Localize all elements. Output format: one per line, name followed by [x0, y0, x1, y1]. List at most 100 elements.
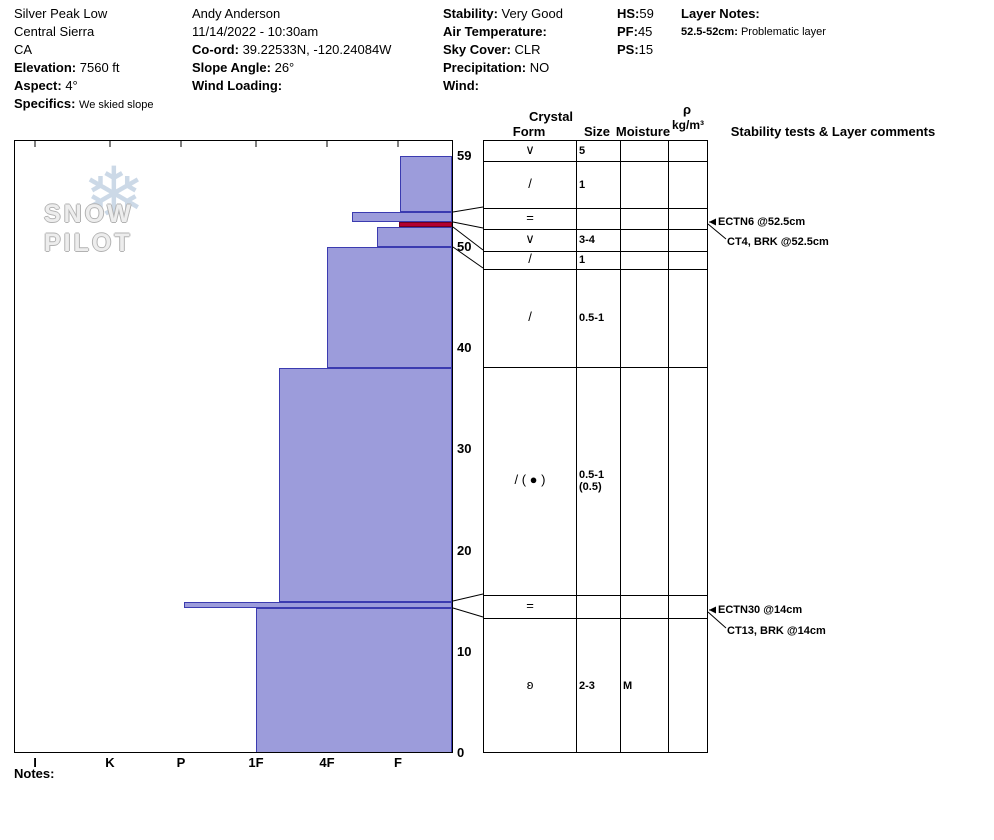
- header-col-snow-heights: HS:59 PF:45 PS:15: [617, 5, 654, 59]
- pf-row: PF:45: [617, 23, 654, 41]
- snow-layer-bar: [352, 211, 452, 222]
- depth-tick-label: 0: [457, 745, 465, 760]
- precipitation-label: Precipitation:: [443, 60, 527, 75]
- crystal-size-value: 0.5-1 (0.5): [579, 469, 605, 493]
- air-temp-row: Air Temperature:: [443, 23, 563, 41]
- moisture-column-header: Moisture: [615, 124, 671, 139]
- crystal-form-symbol: / ( ● ): [514, 472, 546, 487]
- layer-note-depth: 52.5-52cm:: [681, 26, 738, 38]
- depth-tick-label: 10: [457, 643, 472, 659]
- hardness-tick-label: P: [176, 755, 186, 770]
- grain-table: ∨ 5 / 1 = ∨ 3-4 / 1 / 0.5-1 / ( ● ) 0.5-1 (0.5) = ʚ 2-3…: [483, 140, 708, 753]
- specifics-row: Specifics: We skied slope: [14, 95, 153, 114]
- snowflake-icon: ❄: [82, 153, 146, 238]
- snow-layer-bar: [400, 155, 452, 212]
- hardness-profile-plot: [14, 140, 453, 753]
- pf-value: 45: [637, 24, 653, 39]
- layer-notes-label: Layer Notes:: [681, 6, 760, 21]
- elevation-label: Elevation:: [14, 60, 77, 75]
- wind-loading-label: Wind Loading:: [192, 78, 283, 93]
- sky-cover-row: Sky Cover: CLR: [443, 41, 563, 59]
- coord-label: Co-ord:: [192, 42, 239, 57]
- ps-row: PS:15: [617, 41, 654, 59]
- specifics-label: Specifics:: [14, 96, 76, 111]
- specifics-value: We skied slope: [79, 99, 154, 111]
- crystal-size-value: 1: [579, 254, 586, 266]
- header-col-location: Silver Peak Low Central Sierra CA Elevat…: [14, 5, 153, 114]
- crystal-size-value: 3-4: [579, 234, 595, 246]
- stability-row: Stability: Very Good: [443, 5, 563, 23]
- stability-test-annotation: CT13, BRK @14cm: [727, 625, 826, 637]
- depth-tick-label: 30: [457, 441, 472, 457]
- stability-test-annotation: CT4, BRK @52.5cm: [727, 236, 829, 248]
- pit-state: CA: [14, 42, 33, 57]
- pf-label: PF:: [617, 24, 638, 39]
- crystal-form-symbol: ʚ: [526, 676, 534, 692]
- grain-row-divider: [484, 618, 707, 619]
- crystal-form-symbol: ∨: [525, 231, 535, 246]
- annotation-arrow-icon: [709, 218, 716, 226]
- stability-test-annotation: ECTN30 @14cm: [718, 604, 803, 616]
- slope-angle-label: Slope Angle:: [192, 60, 271, 75]
- grain-row-divider: [484, 208, 707, 209]
- moisture-density-divider: [668, 141, 669, 752]
- form-column-header: Form: [512, 124, 546, 139]
- grain-row-divider: [484, 595, 707, 596]
- snow-layer-bar: [377, 226, 452, 247]
- header-col-observer: Andy Anderson 11/14/2022 - 10:30am Co-or…: [192, 5, 391, 95]
- hardness-tick-label: F: [394, 755, 402, 770]
- crystal-size-value: 2-3: [579, 679, 595, 692]
- crystal-size-value: 1: [579, 178, 586, 191]
- slope-angle-row: Slope Angle: 26°: [192, 59, 391, 77]
- stability-value: Very Good: [501, 6, 563, 21]
- precipitation-row: Precipitation: NO: [443, 59, 563, 77]
- snow-layer-bar: [327, 247, 452, 369]
- layer-note-text: Problematic layer: [740, 26, 826, 38]
- crystal-form-symbol: /: [528, 309, 532, 324]
- depth-tick-label: 40: [457, 340, 472, 356]
- header-col-layer-notes: Layer Notes: 52.5-52cm: Problematic laye…: [681, 5, 826, 41]
- coord-row: Co-ord: 39.22533N, -120.24084W: [192, 41, 391, 59]
- hardness-tick-label: 1F: [248, 755, 264, 770]
- hs-value: 59: [639, 6, 654, 21]
- comments-column-header: Stability tests & Layer comments: [730, 124, 936, 139]
- precipitation-value: NO: [529, 60, 550, 75]
- crystal-form-symbol: =: [526, 209, 534, 225]
- sky-cover-label: Sky Cover:: [443, 42, 511, 57]
- stability-test-annotation: ECTN6 @52.5cm: [718, 216, 806, 228]
- crystal-form-symbol: ∨: [525, 142, 535, 157]
- layer-note-row: 52.5-52cm: Problematic layer: [681, 23, 826, 41]
- crystal-size-value: 0.5-1: [579, 312, 605, 324]
- pit-datetime: 11/14/2022 - 10:30am: [192, 24, 319, 39]
- moisture-value: M: [623, 679, 633, 692]
- crystal-size-value: 5: [579, 145, 586, 157]
- grain-row-divider: [484, 229, 707, 230]
- size-column-header: Size: [583, 124, 610, 139]
- aspect-row: Aspect: 4°: [14, 77, 153, 95]
- snow-layer-bar-problematic: [399, 221, 452, 227]
- hardness-tick-label: 4F: [319, 755, 335, 770]
- elevation-row: Elevation: 7560 ft: [14, 59, 153, 77]
- aspect-value: 4°: [65, 78, 78, 93]
- pit-region: Central Sierra: [14, 24, 95, 39]
- snowpilot-logo: ❄ SNOW PILOT: [44, 158, 214, 258]
- elevation-value: 7560 ft: [79, 60, 120, 75]
- air-temp-label: Air Temperature:: [443, 24, 547, 39]
- annotation-arrow-icon: [709, 606, 716, 614]
- hs-label: HS:: [617, 6, 640, 21]
- header-col-conditions: Stability: Very Good Air Temperature: Sk…: [443, 5, 563, 95]
- snow-layer-bar: [184, 602, 452, 609]
- snowpilot-logo-text: SNOW PILOT: [44, 200, 134, 257]
- slope-angle-value: 26°: [274, 60, 295, 75]
- coord-value: 39.22533N, -120.24084W: [242, 42, 392, 57]
- grain-row-divider: [484, 251, 707, 252]
- snow-layer-bar: [256, 608, 452, 752]
- notes-label: Notes:: [14, 766, 55, 781]
- snow-layer-bar: [279, 368, 452, 603]
- depth-tick-label: 59: [457, 147, 472, 163]
- aspect-label: Aspect:: [14, 78, 62, 93]
- depth-tick-label: 20: [457, 542, 472, 558]
- hardness-tick-label: I: [33, 755, 37, 770]
- hs-row: HS:59: [617, 5, 654, 23]
